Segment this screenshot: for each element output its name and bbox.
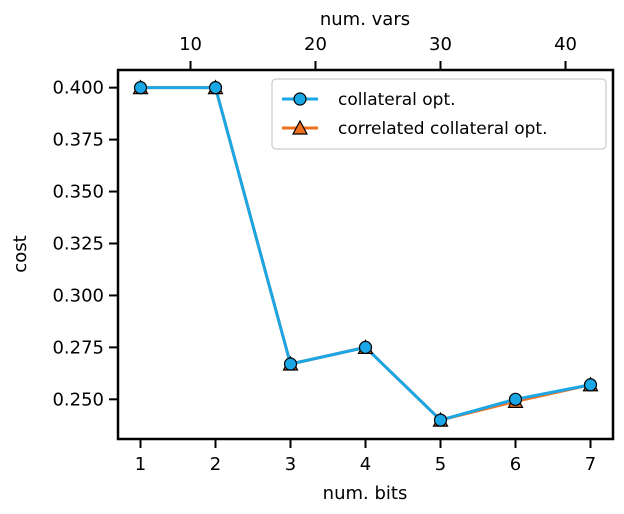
data-point-collateral — [133, 81, 148, 95]
x-tick-label: 6 — [510, 454, 521, 475]
legend-marker-correlated — [291, 119, 309, 135]
data-point-collateral — [508, 392, 523, 406]
data-point-collateral — [433, 413, 448, 427]
legend-label-collateral: collateral opt. — [338, 90, 456, 110]
x2-tick-label: 20 — [304, 34, 327, 55]
y-tick-label: 0.250 — [52, 389, 104, 410]
y-tick-label: 0.400 — [52, 78, 104, 99]
y-tick-label: 0.275 — [52, 337, 104, 358]
y-tick-label: 0.375 — [52, 130, 104, 151]
x-tick-label: 3 — [285, 454, 296, 475]
data-point-collateral — [583, 378, 598, 392]
y-tick-label: 0.325 — [52, 233, 104, 254]
x-tick-label: 7 — [585, 454, 596, 475]
y-axis-label: cost — [10, 235, 31, 272]
x-tick-label: 2 — [210, 454, 221, 475]
x-tick-label: 1 — [135, 454, 146, 475]
legend-frame — [271, 78, 607, 150]
data-point-collateral — [208, 81, 223, 95]
legend-label-correlated: correlated collateral opt. — [338, 119, 548, 139]
y-tick-label: 0.350 — [52, 182, 104, 203]
x2-tick-label: 30 — [429, 34, 452, 55]
x-axis-top: 10 20 30 40 — [179, 34, 577, 70]
x-tick-label: 5 — [435, 454, 446, 475]
legend: collateral opt. correlated collateral op… — [271, 78, 607, 150]
x2-tick-label: 10 — [179, 34, 202, 55]
x-axis-bottom: 1 2 3 4 5 6 7 — [135, 439, 596, 475]
y-axis: 0.400 0.375 0.350 0.325 0.300 0.275 0.250 — [52, 78, 118, 410]
data-point-collateral — [358, 340, 373, 354]
x-tick-label: 4 — [360, 454, 371, 475]
x2-axis-label: num. vars — [320, 9, 410, 30]
legend-marker-collateral — [293, 92, 307, 106]
series-layer — [132, 79, 599, 427]
x2-tick-label: 40 — [554, 34, 577, 55]
x-axis-label: num. bits — [323, 483, 408, 504]
y-tick-label: 0.300 — [52, 285, 104, 306]
data-point-collateral — [283, 357, 298, 371]
